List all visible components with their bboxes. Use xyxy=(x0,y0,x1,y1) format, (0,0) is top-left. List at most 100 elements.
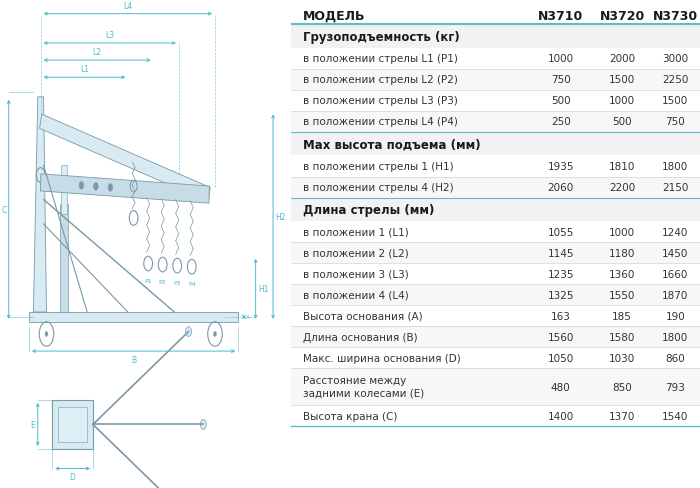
Text: в положении стрелы L3 (P3): в положении стрелы L3 (P3) xyxy=(303,96,458,106)
Text: 2150: 2150 xyxy=(662,183,689,193)
Text: в положении стрелы 4 (Н2): в положении стрелы 4 (Н2) xyxy=(303,183,454,193)
Text: 1580: 1580 xyxy=(609,332,636,342)
Text: 1000: 1000 xyxy=(547,54,574,64)
Text: Длина стрелы (мм): Длина стрелы (мм) xyxy=(303,203,434,216)
Bar xyxy=(290,405,700,426)
Text: 1325: 1325 xyxy=(547,290,574,300)
Text: Высота крана (С): Высота крана (С) xyxy=(303,411,397,421)
Text: 2000: 2000 xyxy=(609,54,636,64)
Text: 1500: 1500 xyxy=(662,96,689,106)
Text: N3710: N3710 xyxy=(538,10,583,22)
Text: 1240: 1240 xyxy=(662,227,689,237)
Circle shape xyxy=(214,332,216,337)
Text: 1000: 1000 xyxy=(609,227,636,237)
Text: 1870: 1870 xyxy=(662,290,689,300)
Text: 1055: 1055 xyxy=(547,227,574,237)
Text: 793: 793 xyxy=(666,382,685,392)
Text: Грузоподъемность (кг): Грузоподъемность (кг) xyxy=(303,31,459,43)
Text: 163: 163 xyxy=(551,311,570,321)
Bar xyxy=(290,198,700,222)
Text: в положении стрелы 1 (Н1): в положении стрелы 1 (Н1) xyxy=(303,162,454,172)
Text: Высота основания (А): Высота основания (А) xyxy=(303,311,422,321)
Text: 1500: 1500 xyxy=(609,75,636,85)
Text: 1180: 1180 xyxy=(609,248,636,258)
Text: в положении стрелы L1 (P1): в положении стрелы L1 (P1) xyxy=(303,54,458,64)
Text: 1370: 1370 xyxy=(609,411,636,421)
Circle shape xyxy=(186,327,192,337)
Text: 1540: 1540 xyxy=(662,411,689,421)
Text: 250: 250 xyxy=(551,117,570,127)
Text: 1800: 1800 xyxy=(662,332,689,342)
Text: 750: 750 xyxy=(666,117,685,127)
Text: C: C xyxy=(1,205,6,214)
Text: P4: P4 xyxy=(188,282,195,287)
Text: 190: 190 xyxy=(666,311,685,321)
Polygon shape xyxy=(41,175,209,203)
Text: A: A xyxy=(246,315,250,320)
Bar xyxy=(290,368,700,405)
Text: Мах высота подъема (мм): Мах высота подъема (мм) xyxy=(303,138,480,151)
Text: в положении стрелы L4 (P4): в положении стрелы L4 (P4) xyxy=(303,117,458,127)
Text: N3720: N3720 xyxy=(600,10,645,22)
Text: 1550: 1550 xyxy=(609,290,636,300)
Text: P3: P3 xyxy=(174,281,181,285)
Bar xyxy=(52,400,93,449)
Text: D: D xyxy=(70,472,76,481)
Bar xyxy=(290,305,700,326)
Circle shape xyxy=(200,420,206,429)
Bar xyxy=(61,166,66,215)
Bar xyxy=(290,70,700,91)
Bar xyxy=(290,112,700,133)
Circle shape xyxy=(108,184,113,192)
Text: 1030: 1030 xyxy=(609,353,636,363)
Text: 1360: 1360 xyxy=(609,269,636,279)
Polygon shape xyxy=(40,115,210,203)
Text: P2: P2 xyxy=(159,280,167,285)
Bar xyxy=(290,49,700,70)
Bar xyxy=(290,156,700,177)
Circle shape xyxy=(79,182,84,190)
Text: в положении 2 (L2): в положении 2 (L2) xyxy=(303,248,409,258)
Bar xyxy=(60,205,68,312)
Bar xyxy=(290,91,700,112)
Text: P1: P1 xyxy=(144,279,152,284)
FancyBboxPatch shape xyxy=(29,312,238,322)
Text: 1050: 1050 xyxy=(547,353,574,363)
Text: 2060: 2060 xyxy=(547,183,574,193)
Bar xyxy=(290,326,700,347)
Text: L2: L2 xyxy=(92,48,102,57)
Bar xyxy=(290,347,700,368)
Text: 1810: 1810 xyxy=(609,162,636,172)
Text: 3000: 3000 xyxy=(662,54,689,64)
Bar xyxy=(290,133,700,156)
Text: 500: 500 xyxy=(551,96,570,106)
Text: L4: L4 xyxy=(123,2,132,11)
Text: Расстояние между
задними колесами (Е): Расстояние между задними колесами (Е) xyxy=(303,376,424,398)
Text: Макс. ширина основания (D): Макс. ширина основания (D) xyxy=(303,353,461,363)
Text: 1000: 1000 xyxy=(609,96,636,106)
Text: 2250: 2250 xyxy=(662,75,689,85)
Text: 1935: 1935 xyxy=(547,162,574,172)
Bar xyxy=(290,177,700,198)
Text: 1560: 1560 xyxy=(547,332,574,342)
Text: N3730: N3730 xyxy=(653,10,698,22)
Text: 860: 860 xyxy=(666,353,685,363)
Circle shape xyxy=(45,332,48,337)
Text: 1660: 1660 xyxy=(662,269,689,279)
Text: МОДЕЛЬ: МОДЕЛЬ xyxy=(303,10,365,22)
Bar xyxy=(290,285,700,305)
Text: 480: 480 xyxy=(551,382,570,392)
Text: E: E xyxy=(31,420,36,429)
Text: 750: 750 xyxy=(551,75,570,85)
Text: в положении 1 (L1): в положении 1 (L1) xyxy=(303,227,409,237)
Bar xyxy=(290,264,700,285)
Bar xyxy=(290,243,700,264)
Text: H2: H2 xyxy=(275,213,286,222)
Bar xyxy=(58,407,88,442)
Bar xyxy=(290,222,700,243)
Text: 1450: 1450 xyxy=(662,248,689,258)
Text: в положении 3 (L3): в положении 3 (L3) xyxy=(303,269,409,279)
Text: B: B xyxy=(131,355,136,364)
Text: в положении стрелы L2 (P2): в положении стрелы L2 (P2) xyxy=(303,75,458,85)
Bar xyxy=(290,25,700,49)
